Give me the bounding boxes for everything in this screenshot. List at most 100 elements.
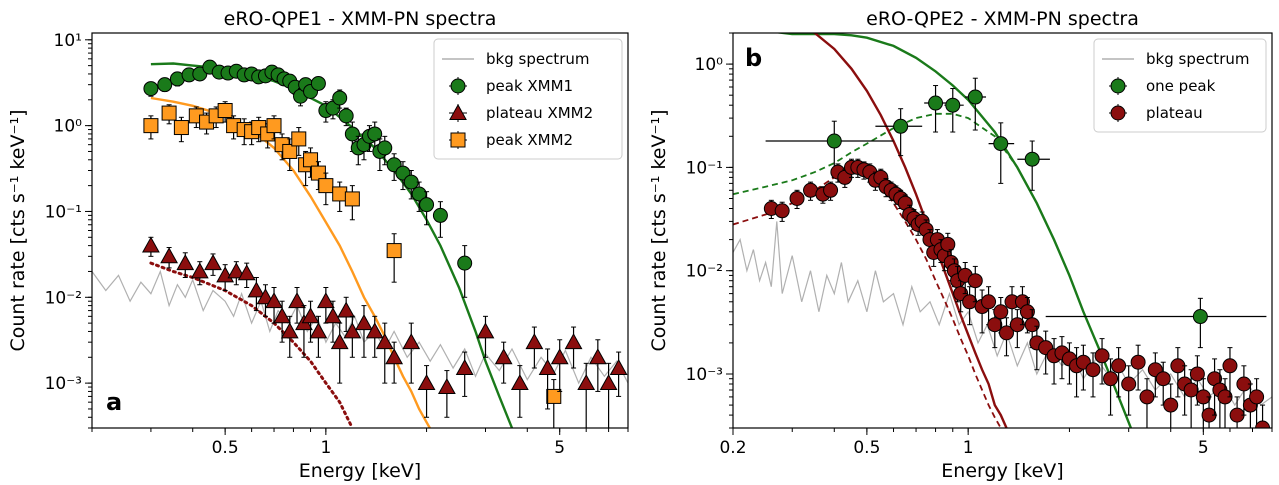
data-point (332, 186, 348, 202)
data-point (288, 292, 306, 309)
data-point (1155, 371, 1171, 387)
data-point (204, 254, 222, 271)
data-point (599, 374, 618, 391)
series-one-peak (765, 77, 1267, 349)
data-point (343, 322, 362, 339)
data-point (227, 262, 246, 279)
data-point (1111, 358, 1127, 374)
data-point (981, 294, 997, 310)
data-point (1189, 366, 1205, 382)
data-point (303, 152, 319, 168)
data-point (564, 333, 583, 350)
data-point (417, 374, 436, 391)
data-point (803, 182, 819, 198)
data-point (344, 191, 360, 207)
x-tick-label: 0.5 (853, 438, 880, 458)
y-tick-label: 10⁻² (686, 262, 723, 282)
y-tick-label: 10⁻¹ (45, 202, 82, 222)
series-plateau (763, 158, 1271, 428)
legend-marker (450, 132, 466, 148)
legend-marker (449, 103, 467, 120)
data-point (1130, 354, 1146, 370)
series-peak-xmm1 (143, 59, 473, 298)
y-tick-label: 10⁻³ (45, 374, 82, 394)
x-tick-label: 0.5 (212, 438, 239, 458)
data-point (826, 133, 842, 149)
legend: bkg spectrum peak XMM1 plateau XMM2 peak XM… (433, 38, 623, 160)
data-point (265, 292, 283, 309)
x-tick-label: 1 (963, 438, 974, 458)
data-point (282, 143, 298, 159)
data-point (1085, 362, 1101, 378)
data-point (1121, 376, 1137, 392)
series-plateau-xmm2 (142, 236, 628, 428)
data-point (993, 304, 1009, 320)
data-point (510, 374, 529, 391)
data-point (457, 255, 473, 271)
data-point (143, 118, 159, 134)
data-point (237, 264, 256, 281)
data-point (176, 254, 195, 271)
legend-label: peak XMM2 (486, 131, 573, 149)
series-line-peak-xmm2-model (150, 96, 432, 428)
legend-label: bkg spectrum (486, 50, 589, 68)
chart-title: eRO-QPE2 - XMM-PN spectra (866, 8, 1139, 30)
data-point (1163, 397, 1179, 413)
data-point (588, 348, 607, 365)
series-line-plateau-xmm2-model (149, 261, 354, 428)
y-tick-label: 10¹ (54, 31, 82, 51)
data-point (609, 358, 628, 375)
legend-marker (1110, 105, 1126, 121)
legend-label: bkg spectrum (1146, 50, 1249, 68)
y-tick-label: 10⁰ (695, 55, 724, 75)
legend-label: peak XMM1 (486, 77, 573, 95)
legend-label: one peak (1146, 77, 1216, 95)
data-point (789, 190, 805, 206)
data-point (318, 178, 334, 194)
data-point (190, 262, 209, 279)
plot-area (733, 33, 1272, 428)
y-axis-label: Count rate [cts s⁻¹ keV⁻¹] (648, 110, 670, 352)
data-point (998, 325, 1014, 341)
series-line-one-peak-model (773, 33, 1133, 428)
data-point (142, 236, 160, 253)
data-point (173, 120, 189, 136)
legend-label: plateau XMM2 (486, 104, 593, 122)
y-tick-label: 10⁻¹ (686, 158, 723, 178)
data-point (161, 105, 177, 121)
data-point (1103, 371, 1119, 387)
y-axis-label: Count rate [cts s⁻¹ keV⁻¹] (7, 110, 29, 352)
data-point (338, 108, 354, 124)
data-point (1255, 420, 1271, 428)
x-tick-label: 0.2 (719, 438, 746, 458)
data-point (310, 165, 326, 181)
data-point (143, 81, 159, 97)
data-point (324, 307, 342, 324)
series-line-bkg-spectrum (733, 221, 1272, 407)
data-point (355, 314, 373, 331)
data-point (550, 348, 569, 365)
data-point (476, 322, 495, 339)
data-point (1249, 389, 1265, 405)
legend-label: plateau (1146, 104, 1203, 122)
plot-area (92, 59, 628, 428)
series-line-one-peak-component (733, 112, 1132, 428)
panel-letter: b (745, 44, 762, 72)
data-point (1024, 317, 1040, 333)
data-point (967, 273, 983, 289)
data-point (330, 333, 349, 350)
data-point (1139, 389, 1155, 405)
x-tick-label: 5 (1198, 438, 1209, 458)
data-point (945, 97, 961, 113)
data-point (1222, 358, 1238, 374)
data-point (256, 288, 275, 305)
legend: bkg spectrum one peak plateau (1093, 38, 1267, 133)
data-point (332, 90, 348, 106)
data-point (403, 174, 419, 190)
x-axis-label: Energy [keV] (941, 460, 1063, 482)
data-point (893, 118, 909, 134)
data-point (291, 131, 307, 147)
data-point (280, 322, 299, 339)
y-tick-label: 10⁻³ (686, 365, 723, 385)
